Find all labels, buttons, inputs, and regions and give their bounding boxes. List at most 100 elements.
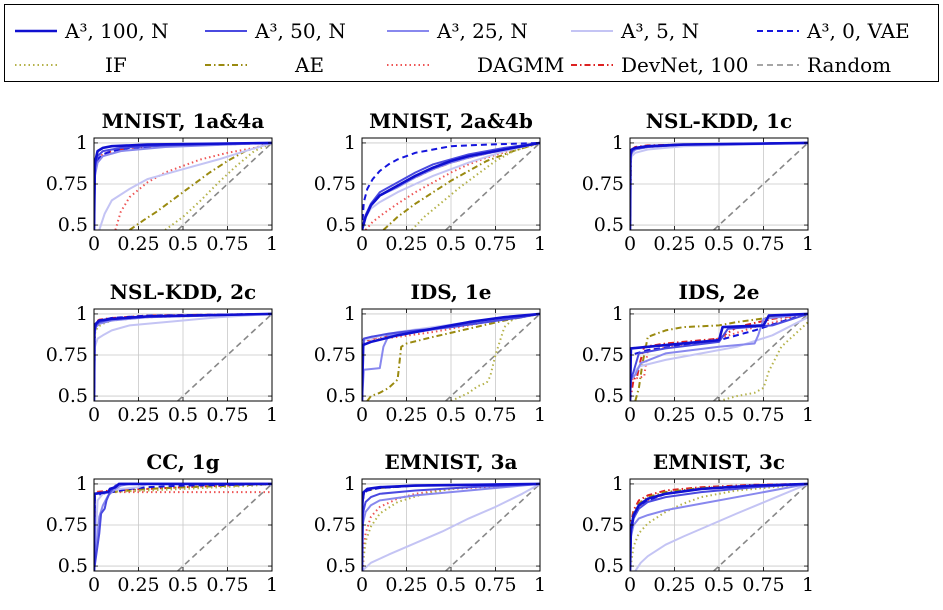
x-tick-label: 0.5 xyxy=(168,233,198,255)
series-line-a-5-n xyxy=(98,141,272,230)
y-tick-label: 0.5 xyxy=(58,214,88,236)
y-tick-label: 0.5 xyxy=(326,214,356,236)
y-tick-label: 1 xyxy=(76,473,88,495)
panel-ids-1e: IDS, 1e 0 0.25 0.5 0.75 1 0.5 0.75 1 xyxy=(314,280,546,426)
y-tick-label: 0.75 xyxy=(314,344,356,366)
series-line-random xyxy=(445,483,540,571)
x-tick-label: 0 xyxy=(356,404,368,426)
series-group xyxy=(362,141,540,230)
panel-title: IDS, 2e xyxy=(679,280,760,304)
series-line-a-100-n xyxy=(362,312,540,401)
x-tick-label: 0.5 xyxy=(436,404,466,426)
legend-entry-if: IF xyxy=(15,53,127,77)
panel-title: EMNIST, 3a xyxy=(385,450,518,474)
legend-label: A³, 25, N xyxy=(436,19,528,43)
panel-nsl-kdd-1c: NSL-KDD, 1c 0 0.25 0.5 0.75 1 0.5 0.75 1 xyxy=(582,109,814,255)
legend-entry-ae: AE xyxy=(205,53,324,77)
series-line-dagmm xyxy=(94,491,272,571)
x-tick-label: 0 xyxy=(624,574,636,596)
panel-mnist-1a-4a: MNIST, 1a&4a 0 0.25 0.5 0.75 1 0.5 0.75 1 xyxy=(46,109,278,255)
panel-emnist-3a: EMNIST, 3a 0 0.25 0.5 0.75 1 0.5 0.75 1 xyxy=(314,450,546,596)
y-tick-label: 1 xyxy=(612,303,624,325)
x-tick-label: 0.25 xyxy=(117,574,159,596)
series-line-a-5-n xyxy=(362,483,540,571)
series-line-a-5-n xyxy=(634,482,808,571)
legend-entry-random: Random xyxy=(757,53,891,77)
series-line-ae xyxy=(366,312,540,401)
x-tick-label: 0.5 xyxy=(168,404,198,426)
x-tick-label: 0.25 xyxy=(117,233,159,255)
series-line-if xyxy=(630,482,808,571)
x-tick-label: 0.75 xyxy=(206,574,248,596)
legend-label: A³, 100, N xyxy=(64,19,169,43)
legend-entry-a-25-n: A³, 25, N xyxy=(387,19,528,43)
panel-ids-2e: IDS, 2e 0 0.25 0.5 0.75 1 0.5 0.75 1 xyxy=(582,280,814,426)
x-tick-label: 1 xyxy=(802,233,814,255)
y-tick-label: 1 xyxy=(76,132,88,154)
x-tick-label: 0.5 xyxy=(436,233,466,255)
legend-label: DevNet, 100 xyxy=(621,53,748,77)
series-group xyxy=(630,482,808,571)
x-tick-label: 1 xyxy=(802,574,814,596)
series-group xyxy=(94,141,272,230)
series-line-a-100-n xyxy=(94,482,272,571)
x-tick-label: 1 xyxy=(534,574,546,596)
x-tick-label: 0.25 xyxy=(385,404,427,426)
x-tick-label: 1 xyxy=(266,233,278,255)
legend-label: DAGMM xyxy=(477,53,564,77)
series-line-random xyxy=(177,313,272,401)
legend-label: AE xyxy=(294,53,324,77)
series-line-dagmm xyxy=(362,482,540,571)
x-tick-label: 0.75 xyxy=(742,404,784,426)
panel-mnist-2a-4b: MNIST, 2a&4b 0 0.25 0.5 0.75 1 0.5 0.75 1 xyxy=(314,109,546,255)
x-tick-label: 0.75 xyxy=(474,233,516,255)
panel-title: EMNIST, 3c xyxy=(653,450,785,474)
panel-emnist-3c: EMNIST, 3c 0 0.25 0.5 0.75 1 0.5 0.75 1 xyxy=(582,450,814,596)
y-tick-label: 0.5 xyxy=(594,555,624,577)
y-tick-label: 1 xyxy=(612,473,624,495)
legend-graphic: A³, 100, N A³, 50, N A³, 25, N A³, 5, N A³, … xyxy=(15,19,910,77)
legend-entry-a-50-n: A³, 50, N xyxy=(205,19,346,43)
x-tick-label: 0 xyxy=(356,574,368,596)
x-tick-label: 0.5 xyxy=(168,574,198,596)
y-tick-label: 0.5 xyxy=(326,555,356,577)
x-tick-label: 0.25 xyxy=(653,404,695,426)
x-tick-label: 0 xyxy=(624,404,636,426)
x-tick-label: 0.5 xyxy=(704,233,734,255)
x-tick-label: 1 xyxy=(534,404,546,426)
x-tick-label: 0.5 xyxy=(704,404,734,426)
x-tick-label: 0.5 xyxy=(436,574,466,596)
x-tick-label: 0.75 xyxy=(206,404,248,426)
series-line-ae xyxy=(382,141,540,230)
series-line-a-5-n xyxy=(94,312,272,401)
y-tick-label: 0.75 xyxy=(314,173,356,195)
y-tick-label: 0.5 xyxy=(58,555,88,577)
legend-entry-a-100-n: A³, 100, N xyxy=(15,19,169,43)
legend-label: A³, 5, N xyxy=(620,19,699,43)
y-tick-label: 0.5 xyxy=(326,385,356,407)
legend: A³, 100, N A³, 50, N A³, 25, N A³, 5, N A³, … xyxy=(4,4,939,82)
x-tick-label: 0 xyxy=(356,233,368,255)
x-tick-label: 0.25 xyxy=(117,404,159,426)
x-tick-label: 0.75 xyxy=(742,574,784,596)
y-tick-label: 0.5 xyxy=(594,385,624,407)
series-line-random xyxy=(445,142,540,230)
panel-nsl-kdd-2c: NSL-KDD, 2c 0 0.25 0.5 0.75 1 0.5 0.75 1 xyxy=(46,280,278,426)
x-tick-label: 1 xyxy=(266,404,278,426)
series-line-dagmm xyxy=(114,141,272,230)
y-tick-label: 1 xyxy=(76,303,88,325)
series-line-a-100-n xyxy=(630,312,808,401)
legend-label: A³, 0, VAE xyxy=(806,19,910,43)
panel-cc-1g: CC, 1g 0 0.25 0.5 0.75 1 0.5 0.75 1 xyxy=(46,450,278,596)
panel-title: CC, 1g xyxy=(146,450,219,474)
x-tick-label: 1 xyxy=(802,404,814,426)
x-tick-label: 0.25 xyxy=(653,233,695,255)
series-line-if xyxy=(450,312,540,401)
legend-entry-dagmm: DAGMM xyxy=(387,53,564,77)
panel-title: NSL-KDD, 1c xyxy=(646,109,792,133)
x-tick-label: 0.5 xyxy=(704,574,734,596)
x-tick-label: 0.75 xyxy=(474,404,516,426)
series-group xyxy=(362,312,540,401)
y-tick-label: 0.75 xyxy=(46,514,88,536)
